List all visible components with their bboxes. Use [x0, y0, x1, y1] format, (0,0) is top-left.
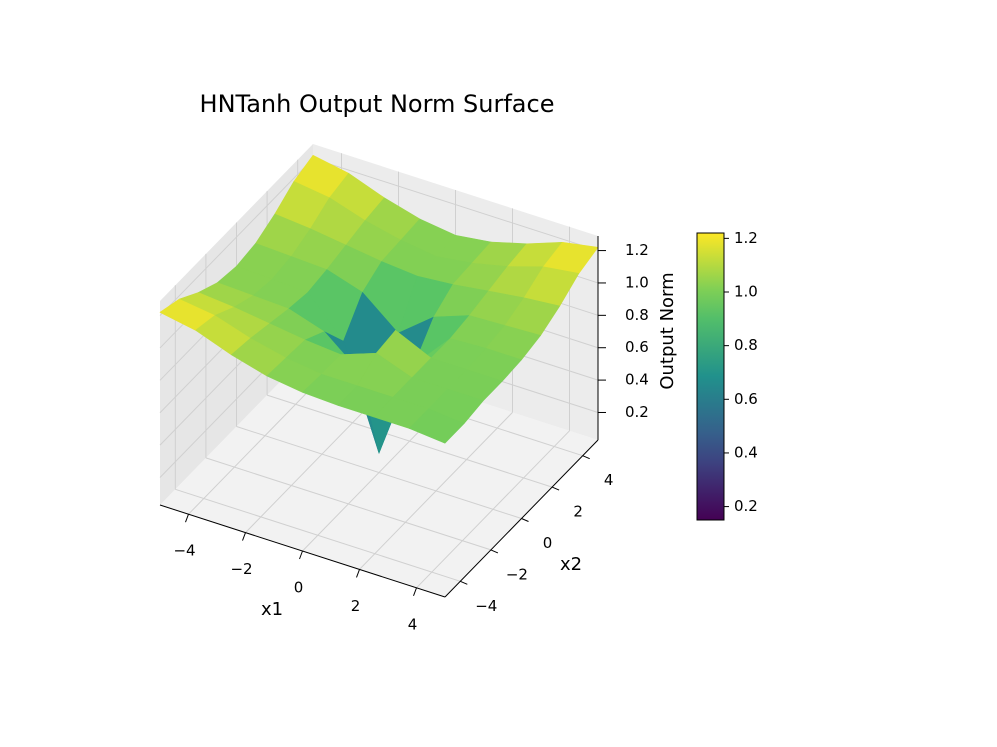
grid-line [175, 488, 461, 582]
colorbar [696, 232, 725, 521]
colorbar-tick-label: 1.2 [734, 229, 758, 247]
axes: −4 −2 0 2 4 −4 −2 0 2 4 0.2 0.4 0.6 0.8 1.0 1.2 [159, 236, 649, 633]
tick-mark [185, 514, 189, 523]
surface [159, 155, 599, 454]
z-tick-label: 0.8 [625, 306, 649, 324]
tick-mark [582, 455, 590, 460]
colorbar-tick-label: 0.4 [734, 443, 758, 461]
grid-line [205, 457, 492, 551]
x-axis-label: x1 [261, 599, 283, 620]
colorbar-tick-label: 0.2 [734, 497, 758, 515]
x-tick-label: 2 [351, 597, 361, 615]
y-tick-label: −4 [475, 597, 497, 615]
grid-line [312, 158, 599, 252]
y-tick-label: −2 [506, 565, 528, 583]
grid-line [159, 158, 314, 316]
colorbar-tick-label: 0.6 [734, 390, 758, 408]
tick-mark [551, 486, 560, 491]
tick-mark [460, 580, 468, 585]
x-tick-label: −2 [230, 560, 252, 578]
x-tick-label: 0 [294, 579, 304, 597]
chart-title: HNTanh Output Norm Surface [200, 90, 555, 118]
z-tick-label: 0.6 [625, 338, 649, 356]
tick-mark [490, 549, 499, 554]
z-axis-label: Output Norm [657, 272, 678, 389]
y-tick-label: 4 [604, 471, 614, 489]
x-tick-label: −4 [173, 542, 195, 560]
z-tick-label: 1.2 [625, 241, 649, 259]
y-tick-label: 0 [543, 534, 553, 552]
grid-line [266, 394, 553, 488]
z-tick-label: 0.4 [625, 371, 649, 389]
tick-mark [413, 587, 417, 596]
z-tick-label: 0.2 [625, 403, 649, 421]
tick-mark [521, 518, 529, 522]
colorbar-tick-label: 0.8 [734, 336, 758, 354]
colorbar-tick-label: 1.0 [734, 283, 758, 301]
grid-line [236, 426, 522, 519]
x-tick-label: 4 [408, 615, 418, 633]
surface-patch [409, 408, 465, 444]
tick-mark [356, 569, 360, 578]
tick-mark [299, 550, 303, 560]
y-tick-label: 2 [573, 503, 583, 521]
y-axis-label: x2 [560, 554, 582, 575]
tick-mark [242, 532, 246, 541]
z-tick-label: 1.0 [625, 273, 649, 291]
